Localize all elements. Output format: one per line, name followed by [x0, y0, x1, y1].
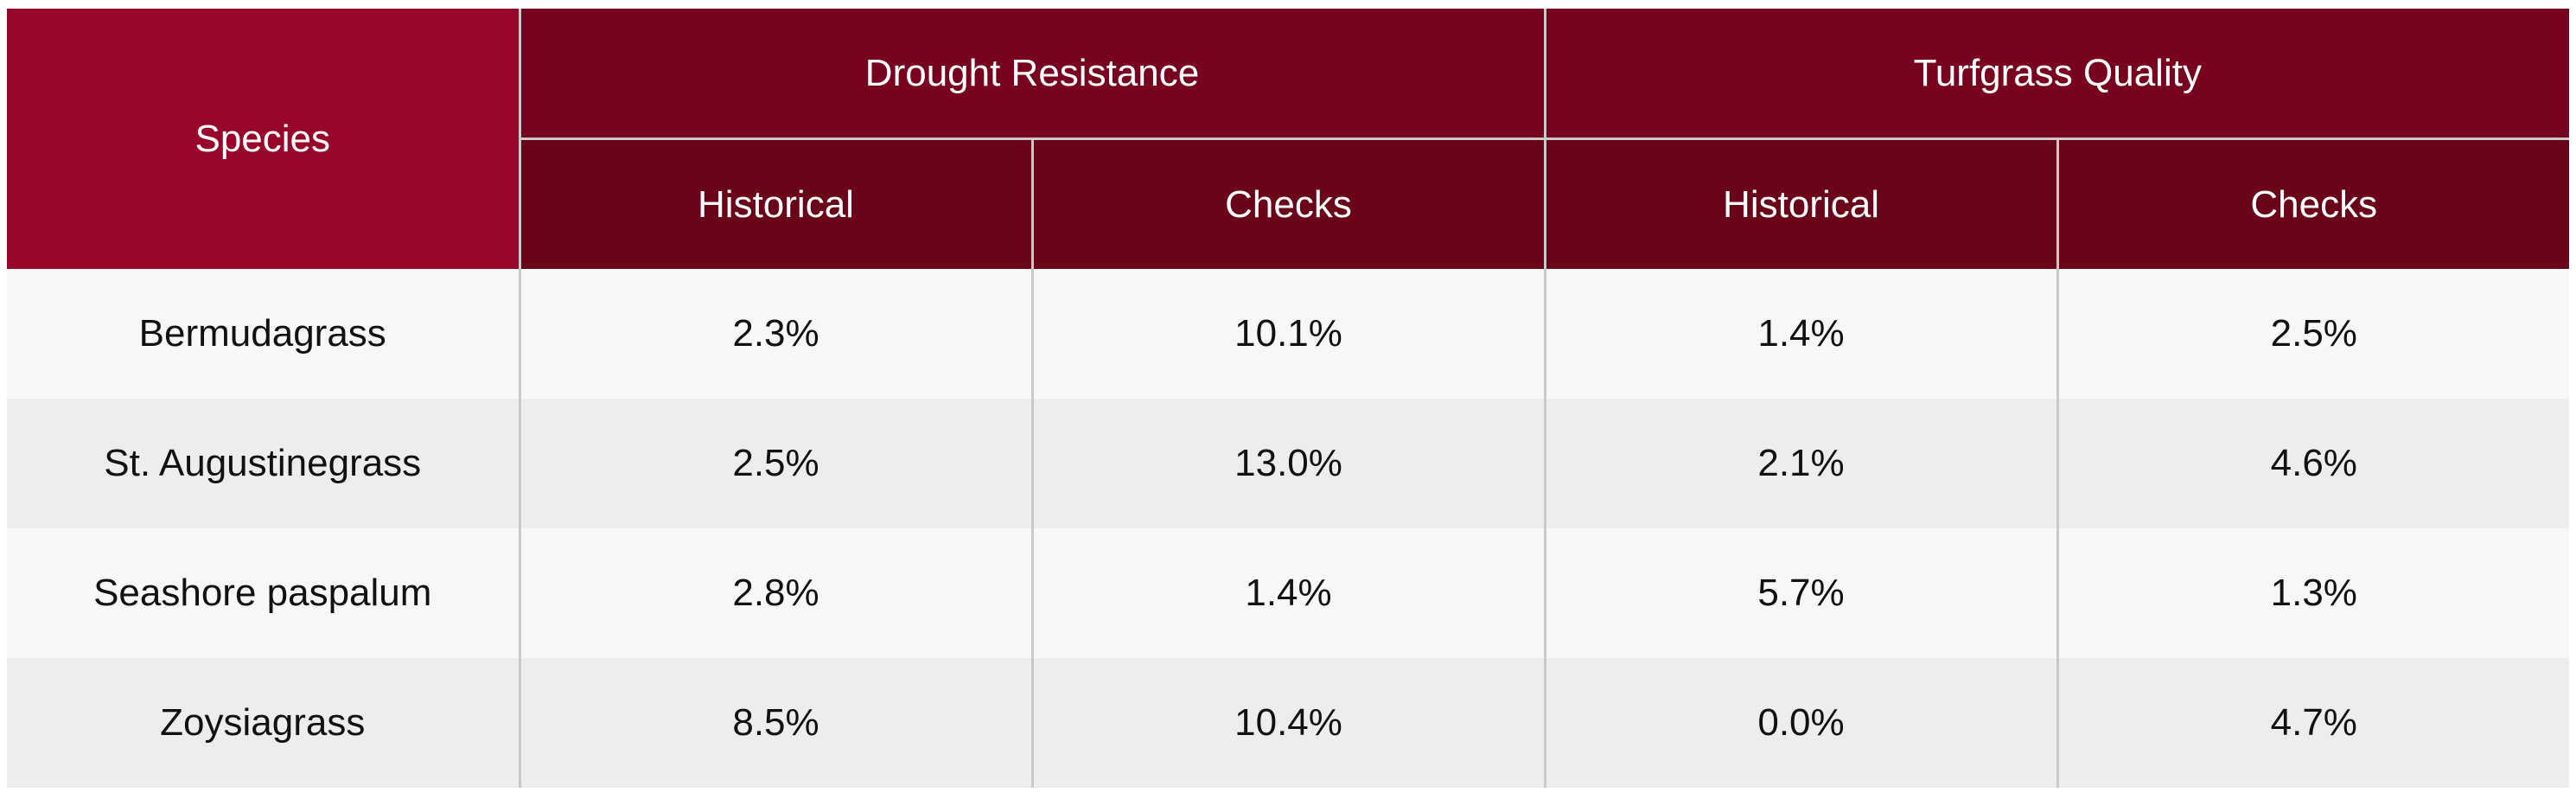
cell-drought-historical: 2.8%: [520, 528, 1034, 658]
header-group-turfgrass-quality: Turfgrass Quality: [1545, 9, 2570, 140]
cell-quality-historical: 0.0%: [1545, 658, 2059, 788]
cell-drought-checks: 10.1%: [1032, 269, 1546, 399]
table-body: Bermudagrass 2.3% 10.1% 1.4% 2.5% St. Au…: [7, 269, 2570, 788]
cell-drought-historical: 2.5%: [520, 399, 1034, 528]
data-table-container: Species Drought Resistance Turfgrass Qua…: [7, 9, 2570, 788]
subheader-quality-historical: Historical: [1545, 138, 2059, 269]
table-header: Species Drought Resistance Turfgrass Qua…: [7, 9, 2570, 269]
cell-drought-historical: 2.3%: [520, 269, 1034, 399]
cell-species: Bermudagrass: [7, 269, 521, 399]
subheader-drought-historical: Historical: [520, 138, 1034, 269]
header-row-subheaders: Historical Checks Historical Checks: [7, 138, 2570, 269]
cell-quality-historical: 5.7%: [1545, 528, 2059, 658]
cell-quality-historical: 1.4%: [1545, 269, 2059, 399]
cell-species: Seashore paspalum: [7, 528, 521, 658]
cell-drought-checks: 10.4%: [1032, 658, 1546, 788]
cell-quality-checks: 4.6%: [2057, 399, 2570, 528]
header-row-groups: Species Drought Resistance Turfgrass Qua…: [7, 9, 2570, 269]
subheader-drought-checks: Checks: [1032, 138, 1546, 269]
cell-quality-checks: 4.7%: [2057, 658, 2570, 788]
cell-quality-checks: 2.5%: [2057, 269, 2570, 399]
cell-drought-checks: 1.4%: [1032, 528, 1546, 658]
species-comparison-table: Species Drought Resistance Turfgrass Qua…: [7, 9, 2570, 788]
header-group-drought-resistance: Drought Resistance: [520, 9, 1546, 140]
header-species: Species: [7, 9, 521, 269]
cell-quality-historical: 2.1%: [1545, 399, 2059, 528]
table-row: Bermudagrass 2.3% 10.1% 1.4% 2.5%: [7, 269, 2570, 399]
cell-species: St. Augustinegrass: [7, 399, 521, 528]
cell-species: Zoysiagrass: [7, 658, 521, 788]
cell-drought-historical: 8.5%: [520, 658, 1034, 788]
subheader-quality-checks: Checks: [2057, 138, 2570, 269]
cell-quality-checks: 1.3%: [2057, 528, 2570, 658]
cell-drought-checks: 13.0%: [1032, 399, 1546, 528]
table-row: St. Augustinegrass 2.5% 13.0% 2.1% 4.6%: [7, 399, 2570, 528]
table-row: Seashore paspalum 2.8% 1.4% 5.7% 1.3%: [7, 528, 2570, 658]
table-row: Zoysiagrass 8.5% 10.4% 0.0% 4.7%: [7, 658, 2570, 788]
